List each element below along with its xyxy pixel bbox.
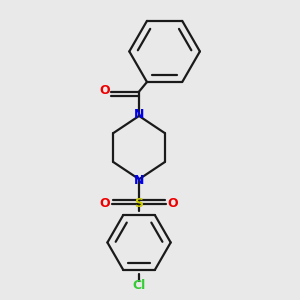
Text: N: N [134,108,144,121]
Text: Cl: Cl [132,279,146,292]
Text: O: O [168,197,178,210]
Text: O: O [99,84,110,97]
Text: N: N [134,174,144,187]
Text: S: S [134,197,143,210]
Text: O: O [100,197,110,210]
